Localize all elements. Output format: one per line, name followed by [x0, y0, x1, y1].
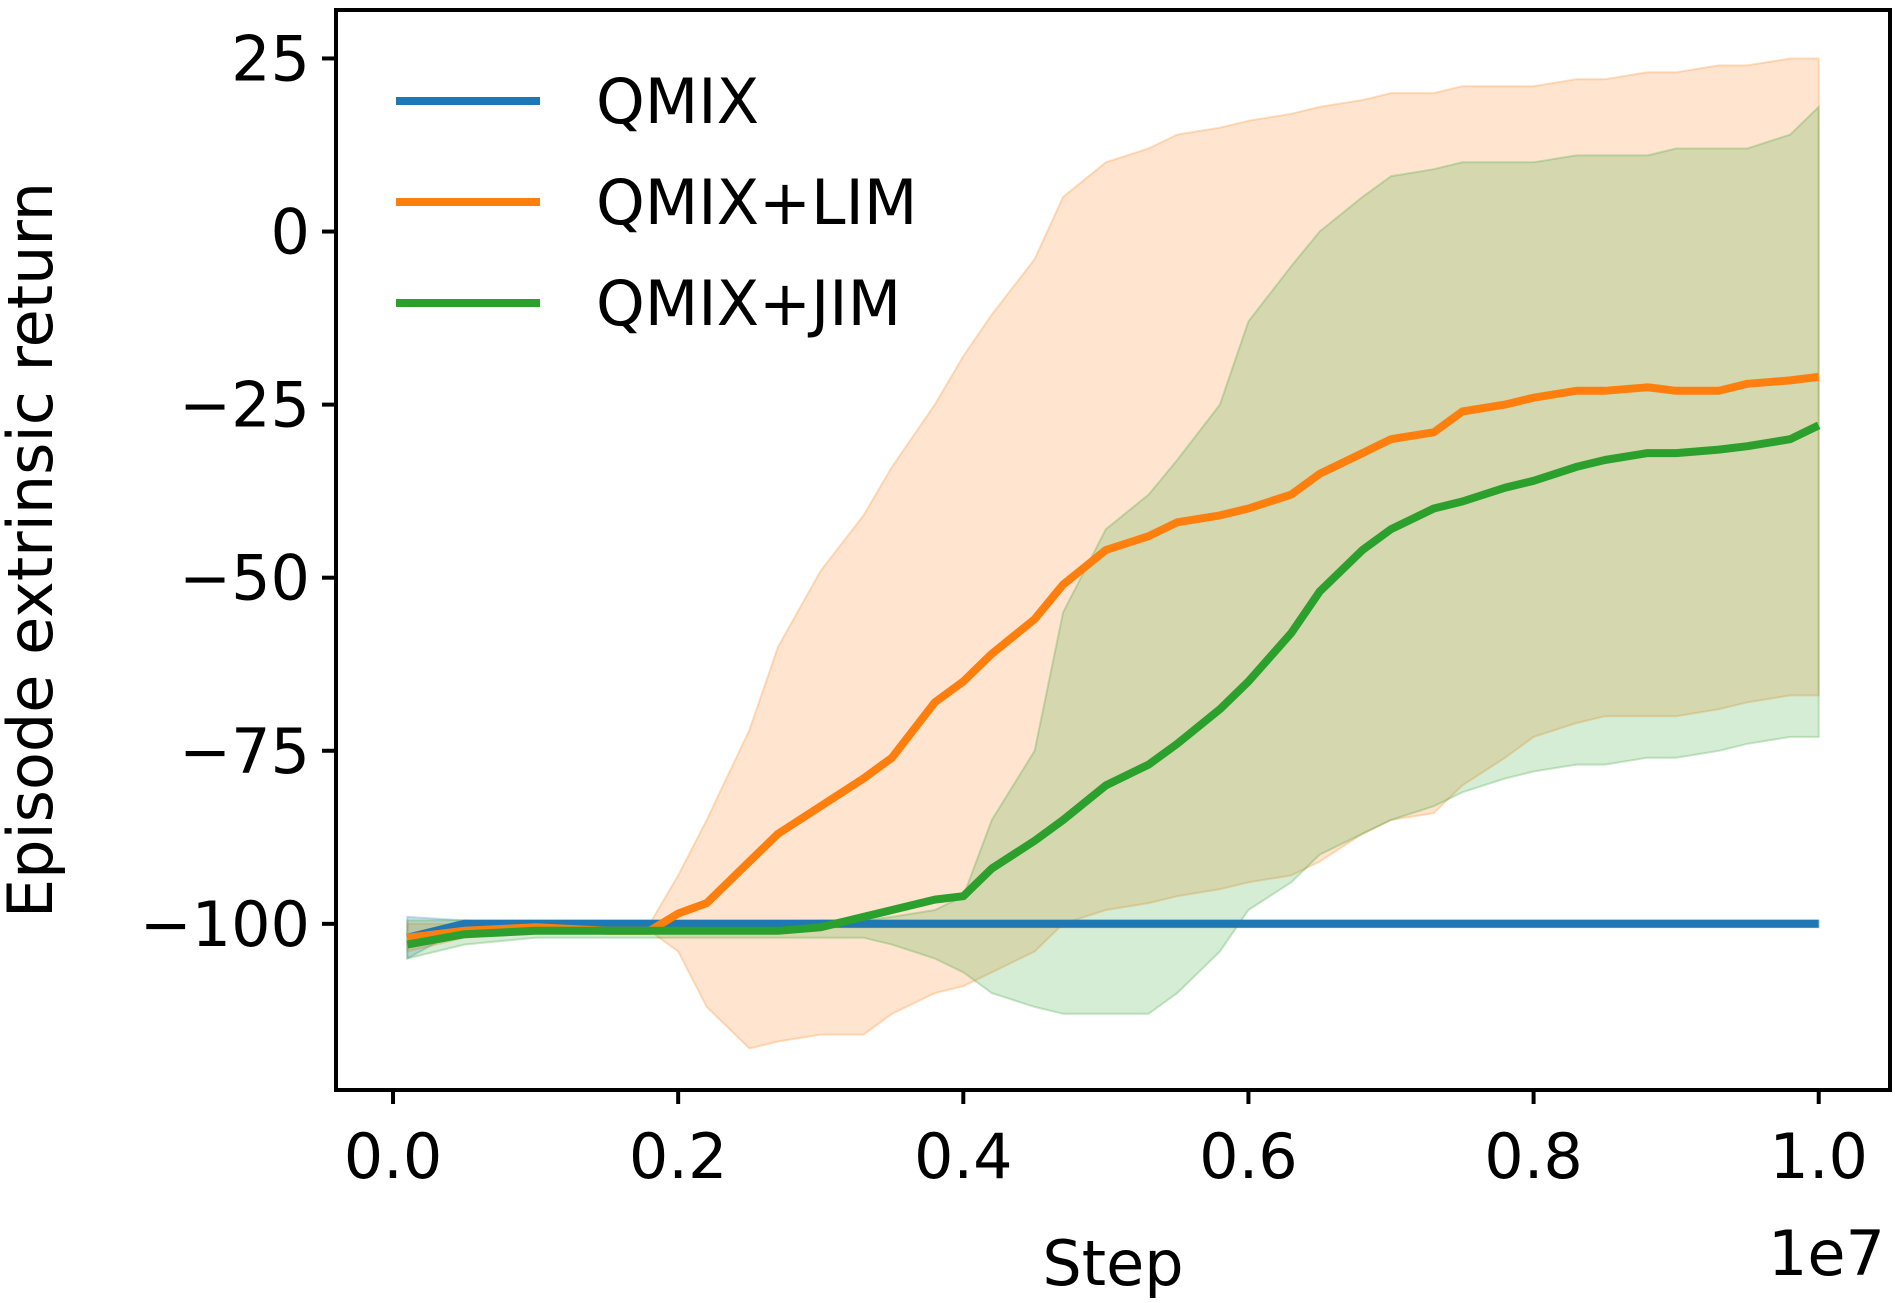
- y-tick-label: −75: [179, 715, 310, 788]
- y-axis-ticks: 25 0 −25 −50 −75 −100: [140, 22, 336, 961]
- qmix-line: [406, 919, 1819, 942]
- x-tick-label: 0.8: [1484, 1120, 1583, 1193]
- legend-label-qmix: QMIX: [596, 65, 759, 138]
- legend-label-qmix-jim: QMIX+JIM: [596, 267, 901, 340]
- qmix-lim-line: [406, 372, 1820, 942]
- x-axis-label: Step: [1042, 1227, 1183, 1300]
- qmix-jim-line: [406, 421, 1821, 949]
- y-axis-label: Episode extrinsic return: [0, 182, 67, 918]
- x-tick-label: 0.0: [344, 1120, 443, 1193]
- x-axis-offset-text: 1e7: [1768, 1217, 1885, 1290]
- y-tick-label: 0: [271, 196, 310, 269]
- y-tick-label: −25: [179, 369, 310, 442]
- plot-frame: [334, 8, 1892, 1092]
- x-tick-label: 0.4: [914, 1120, 1013, 1193]
- x-axis-ticks: 0.0 0.2 0.4 0.6 0.8 1.0: [344, 1090, 1868, 1193]
- y-tick-label: −100: [140, 888, 310, 961]
- series-lines: [406, 372, 1821, 949]
- y-tick-label: −50: [179, 542, 310, 615]
- legend-label-qmix-lim: QMIX+LIM: [596, 166, 917, 239]
- qmix-lim-band: [406, 57, 1820, 1050]
- x-tick-label: 0.6: [1199, 1120, 1298, 1193]
- x-tick-label: 0.2: [629, 1120, 728, 1193]
- legend: QMIX QMIX+LIM QMIX+JIM: [396, 65, 917, 340]
- x-tick-label: 1.0: [1769, 1120, 1868, 1193]
- y-tick-label: 25: [231, 22, 310, 95]
